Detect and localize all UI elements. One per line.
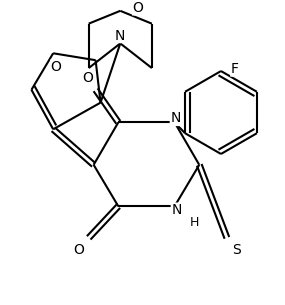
Text: N: N [115, 28, 125, 42]
Text: O: O [74, 243, 84, 257]
Text: N: N [170, 111, 181, 125]
Text: O: O [133, 1, 143, 15]
Text: F: F [231, 62, 239, 76]
Text: O: O [82, 71, 93, 85]
Text: O: O [51, 60, 62, 74]
Text: S: S [232, 243, 241, 257]
Text: H: H [190, 216, 199, 228]
Text: N: N [171, 203, 182, 217]
